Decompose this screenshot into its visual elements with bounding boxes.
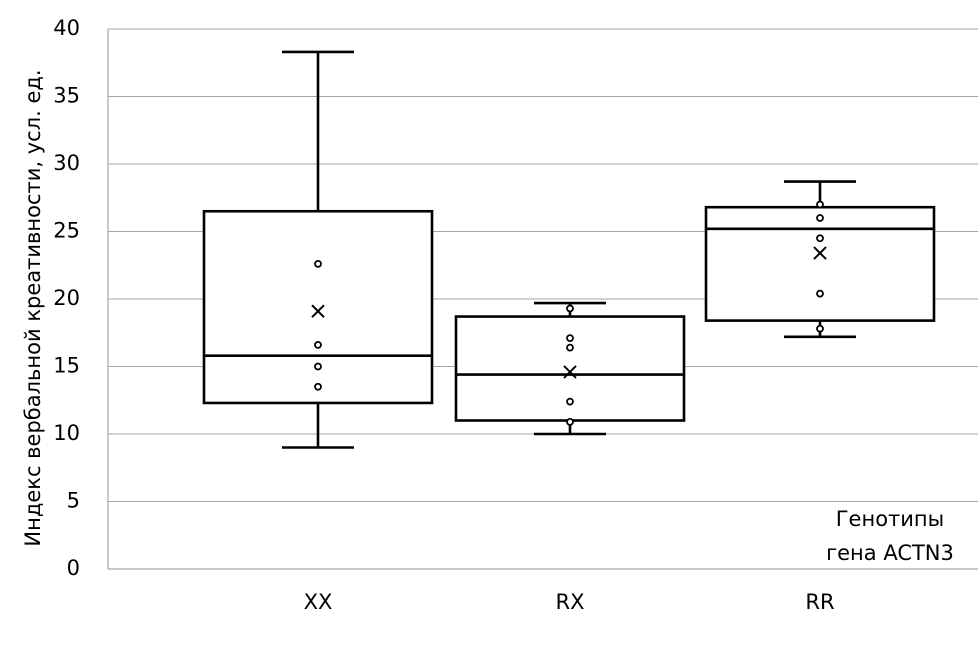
box-rect-xx [202, 209, 434, 405]
data-point-xx-2 [314, 362, 322, 371]
box-rect-rr [704, 205, 936, 322]
boxes [202, 50, 936, 449]
y-tick-label-35: 35 [53, 84, 80, 108]
x-tick-label-xx: XX [304, 590, 333, 614]
box-rr [704, 180, 936, 339]
data-point-rr-4 [816, 324, 824, 333]
data-point-rx-3 [566, 397, 574, 406]
data-point-rx-1 [566, 334, 574, 343]
y-tick-label-0: 0 [67, 556, 80, 580]
data-point-rr-1 [816, 214, 824, 222]
box-xx [202, 50, 434, 449]
data-point-xx-3 [314, 382, 322, 391]
x-tick-label-rr: RR [805, 590, 834, 614]
x-tick-label-rx: RX [556, 590, 585, 614]
y-tick-label-25: 25 [53, 219, 80, 243]
data-point-xx-0 [314, 259, 322, 268]
genotype-annotation-line1: Генотипы [836, 507, 945, 531]
mean-marker-xx [311, 304, 325, 318]
data-point-rx-0 [566, 304, 574, 313]
y-tick-label-30: 30 [53, 151, 80, 175]
mean-marker-rx [563, 365, 577, 379]
x-tick-labels: XX RX RR [304, 590, 835, 614]
y-axis-label: Индекс вербальной креативности, усл. ед. [21, 69, 45, 546]
genotype-annotation-line2: гена ACTN3 [826, 541, 954, 565]
y-tick-label-20: 20 [53, 286, 80, 310]
y-tick-label-40: 40 [53, 16, 80, 40]
data-point-rx-4 [566, 417, 574, 426]
y-tick-label-10: 10 [53, 421, 80, 445]
data-point-xx-1 [314, 340, 322, 349]
data-point-rr-2 [816, 234, 824, 243]
data-point-rr-0 [816, 200, 824, 209]
y-tick-label-5: 5 [67, 489, 80, 513]
data-point-rx-2 [566, 343, 574, 352]
y-tick-labels: 0 5 10 15 20 25 30 35 40 [53, 16, 80, 580]
box-rx [454, 301, 686, 436]
y-tick-label-15: 15 [53, 354, 80, 378]
mean-marker-rr [813, 246, 827, 260]
data-point-rr-3 [816, 289, 824, 298]
axes [107, 29, 978, 570]
